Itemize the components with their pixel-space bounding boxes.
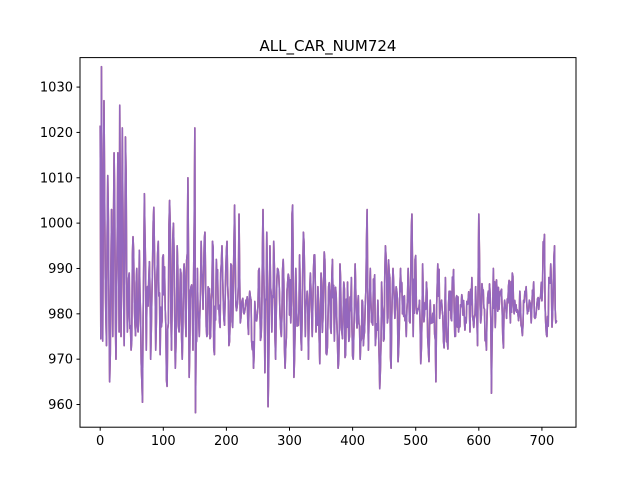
- series-line: [99, 65, 558, 414]
- x-tick-label: 700: [530, 434, 555, 449]
- x-tick-label: 300: [277, 434, 302, 449]
- plot-area: [99, 65, 558, 414]
- x-tick-label: 0: [96, 434, 104, 449]
- y-tick-label: 1010: [40, 171, 73, 186]
- y-tick-label: 980: [48, 307, 73, 322]
- x-tick-label: 400: [340, 434, 365, 449]
- chart-title: ALL_CAR_NUM724: [260, 37, 397, 56]
- y-tick-label: 990: [48, 262, 73, 277]
- y-tick-label: 970: [48, 353, 73, 368]
- y-tick-label: 1020: [40, 126, 73, 141]
- x-tick-label: 600: [466, 434, 491, 449]
- x-axis: 0 100 200 300 400 500 600 700: [96, 427, 554, 449]
- y-tick-label: 1000: [40, 217, 73, 232]
- y-tick-label: 1030: [40, 81, 73, 96]
- x-tick-label: 500: [403, 434, 428, 449]
- plot-frame: [79, 57, 577, 428]
- y-tick-label: 960: [48, 398, 73, 413]
- y-axis: 960 970 980 990 1000 1010 1020 1030: [40, 81, 80, 413]
- x-tick-label: 100: [151, 434, 176, 449]
- x-tick-label: 200: [214, 434, 239, 449]
